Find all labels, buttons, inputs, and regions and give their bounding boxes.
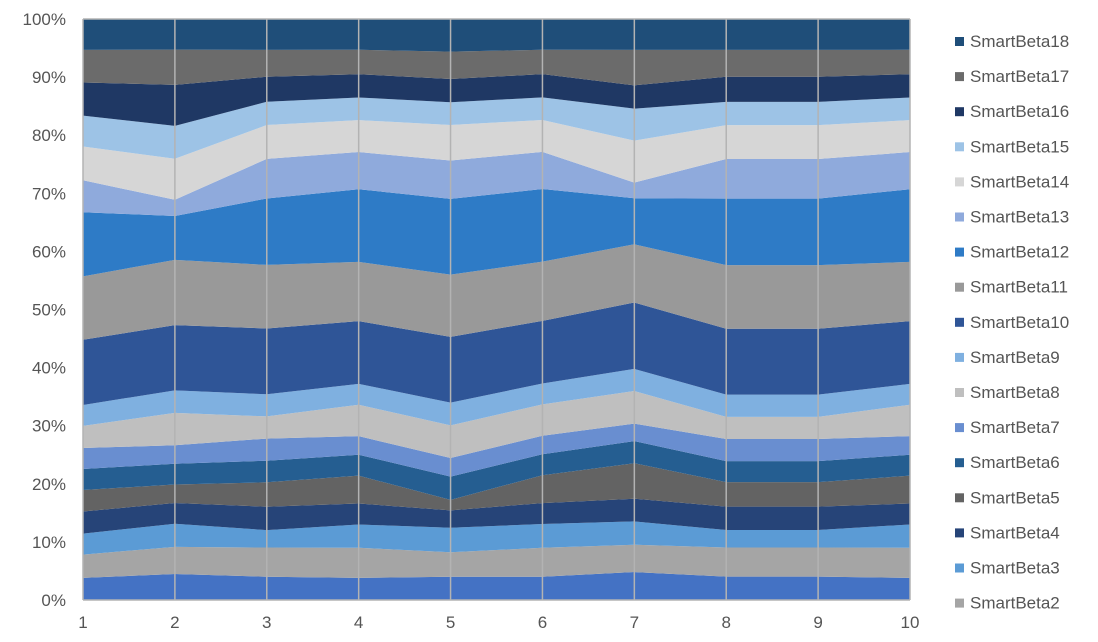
y-tick-label: 50%	[32, 301, 66, 320]
legend-label: SmartBeta8	[970, 383, 1060, 402]
area-series-smartbeta1	[83, 572, 910, 600]
legend-item-smartbeta5: SmartBeta5	[955, 488, 1060, 507]
area-series-smartbeta6	[83, 441, 910, 500]
legend-swatch	[955, 142, 964, 152]
x-tick-label: 2	[170, 613, 179, 632]
legend-item-smartbeta15: SmartBeta15	[955, 137, 1069, 156]
legend-label: SmartBeta13	[970, 208, 1069, 227]
area-series-smartbeta2	[83, 544, 910, 578]
legend-swatch	[955, 493, 964, 503]
legend-item-smartbeta10: SmartBeta10	[955, 313, 1069, 332]
y-tick-label: 90%	[32, 68, 66, 87]
x-axis: 1 2 3 4 5 6 7 8 9 10	[78, 613, 919, 632]
legend-swatch	[955, 528, 964, 538]
area-series-smartbeta14	[83, 119, 910, 200]
legend-label: SmartBeta9	[970, 348, 1060, 367]
x-tick-label: 5	[446, 613, 455, 632]
legend-label: SmartBeta3	[970, 559, 1060, 578]
area-series-smartbeta13	[83, 151, 910, 216]
legend-label: SmartBeta6	[970, 453, 1060, 472]
area-series-smartbeta3	[83, 521, 910, 555]
area-series-smartbeta12	[83, 189, 910, 277]
legend-swatch	[955, 72, 964, 82]
area-series-smartbeta10	[83, 302, 910, 405]
y-tick-label: 70%	[32, 184, 66, 203]
area-series-smartbeta18	[83, 19, 910, 52]
legend-item-smartbeta7: SmartBeta7	[955, 418, 1060, 437]
legend-item-smartbeta8: SmartBeta8	[955, 383, 1060, 402]
legend-label: SmartBeta15	[970, 137, 1069, 156]
legend-item-smartbeta9: SmartBeta9	[955, 348, 1060, 367]
legend-label: SmartBeta12	[970, 243, 1069, 262]
y-tick-label: 0%	[41, 591, 66, 610]
legend-swatch	[955, 423, 964, 433]
plot-gridlines	[82, 18, 911, 601]
y-tick-label: 30%	[32, 417, 66, 436]
area-series-smartbeta17	[83, 49, 910, 86]
legend-swatch	[955, 282, 964, 292]
legend-label: SmartBeta17	[970, 67, 1069, 86]
x-tick-label: 8	[721, 613, 730, 632]
area-series-smartbeta9	[83, 368, 910, 426]
legend-swatch	[955, 388, 964, 397]
legend-item-smartbeta16: SmartBeta16	[955, 102, 1069, 121]
x-tick-label: 9	[813, 613, 822, 632]
legend-swatch	[955, 352, 964, 362]
legend-label: SmartBeta14	[970, 172, 1069, 191]
legend-swatch	[955, 317, 964, 327]
x-tick-label: 6	[538, 613, 547, 632]
y-tick-label: 40%	[32, 359, 66, 378]
legend-label: SmartBeta16	[970, 102, 1069, 121]
legend-swatch	[955, 247, 964, 257]
area-series-smartbeta4	[83, 498, 910, 534]
legend-label: SmartBeta18	[970, 32, 1069, 51]
legend-label: SmartBeta2	[970, 594, 1060, 613]
x-tick-label: 3	[262, 613, 271, 632]
area-series-smartbeta5	[83, 463, 910, 512]
legend-item-smartbeta14: SmartBeta14	[955, 172, 1069, 191]
x-tick-label: 1	[78, 613, 87, 632]
y-axis: 0% 10% 20% 30% 40% 50% 60% 70% 80% 90% 100%	[23, 10, 66, 610]
legend-label: SmartBeta4	[970, 523, 1060, 542]
legend-item-smartbeta13: SmartBeta13	[955, 208, 1069, 227]
plot-areas	[83, 19, 910, 600]
legend-label: SmartBeta10	[970, 313, 1069, 332]
legend-swatch	[955, 177, 964, 187]
legend-label: SmartBeta11	[970, 278, 1068, 297]
legend-item-smartbeta3: SmartBeta3	[955, 559, 1060, 578]
legend-item-smartbeta18: SmartBeta18	[955, 32, 1069, 51]
legend: SmartBeta18 SmartBeta17 SmartBeta16 SmartBe…	[955, 32, 1069, 613]
legend-item-smartbeta11: SmartBeta11	[955, 278, 1068, 297]
area-series-smartbeta15	[83, 97, 910, 159]
legend-swatch	[955, 212, 964, 222]
legend-swatch	[955, 598, 964, 608]
x-tick-label: 10	[901, 613, 920, 632]
area-series-smartbeta11	[83, 244, 910, 340]
legend-item-smartbeta2: SmartBeta2	[955, 594, 1060, 613]
y-tick-label: 10%	[32, 533, 66, 552]
legend-swatch	[955, 458, 964, 468]
legend-swatch	[955, 107, 964, 117]
area-series-smartbeta8	[83, 391, 910, 458]
legend-item-smartbeta17: SmartBeta17	[955, 67, 1069, 86]
y-tick-label: 80%	[32, 126, 66, 145]
legend-label: SmartBeta7	[970, 418, 1060, 437]
y-tick-label: 20%	[32, 475, 66, 494]
x-tick-label: 4	[354, 613, 363, 632]
area-series-smartbeta7	[83, 423, 910, 477]
y-tick-label: 100%	[23, 10, 66, 29]
legend-swatch	[955, 563, 964, 573]
legend-item-smartbeta6: SmartBeta6	[955, 453, 1060, 472]
legend-item-smartbeta12: SmartBeta12	[955, 243, 1069, 262]
legend-swatch	[955, 37, 964, 46]
legend-label: SmartBeta5	[970, 488, 1060, 507]
x-tick-label: 7	[630, 613, 639, 632]
y-tick-label: 60%	[32, 242, 66, 261]
legend-item-smartbeta4: SmartBeta4	[955, 523, 1060, 542]
area-series-smartbeta16	[83, 74, 910, 126]
